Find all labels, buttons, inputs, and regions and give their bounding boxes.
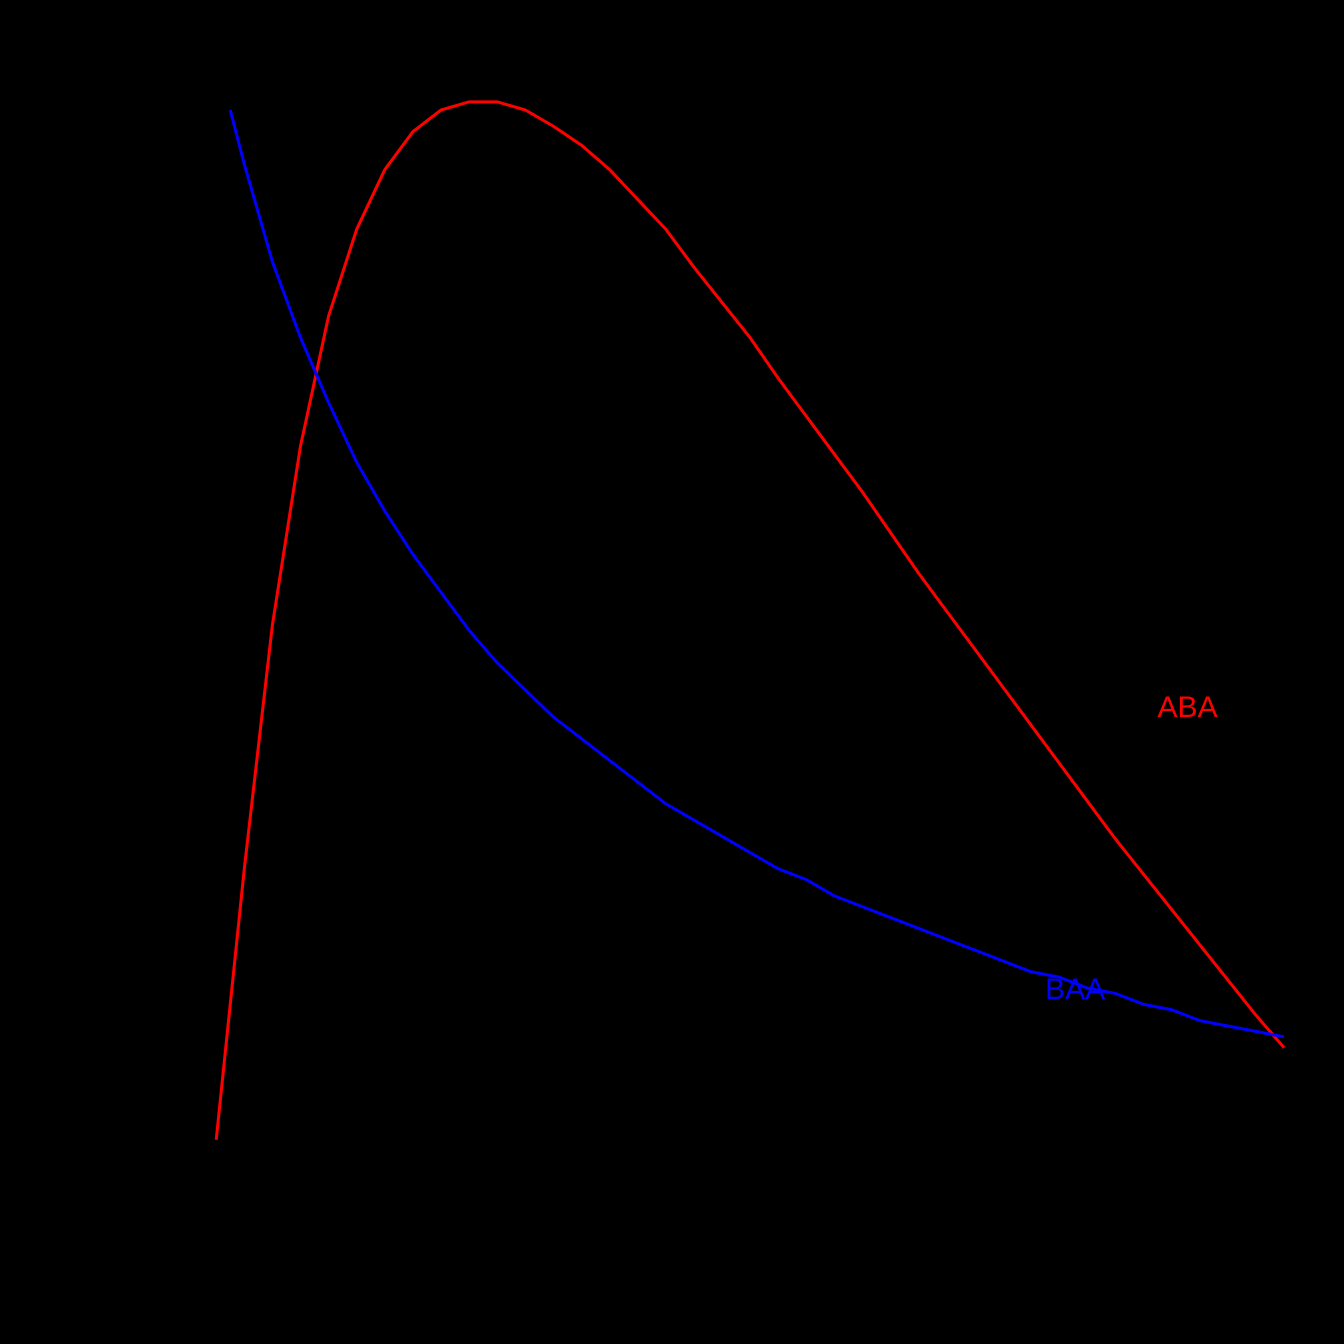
series-label-baa: BAA: [1045, 973, 1105, 1006]
x-tick-label: 1000: [1253, 1213, 1315, 1244]
keq-chart: 200 400 600 800 1000 0.00 0.05 0.10 0.15 0.20 T (K…: [0, 0, 1344, 1344]
y-tick-label: 0.00: [112, 1167, 143, 1222]
x-tick-label: 600: [699, 1213, 746, 1244]
x-tick-label: 400: [418, 1213, 465, 1244]
x-tick-label: 200: [137, 1213, 184, 1244]
y-tick-label: 0.05: [112, 896, 143, 951]
y-axis-title: Keq: [21, 624, 57, 681]
y-tick-label: 0.15: [112, 354, 143, 409]
x-axis-title: T (K): [687, 1260, 758, 1296]
y-tick-label: 0.20: [112, 83, 143, 138]
x-tick-label: 800: [980, 1213, 1027, 1244]
series-label-aba: ABA: [1158, 691, 1218, 724]
y-tick-label: 0.10: [112, 625, 143, 680]
chart-background: [0, 0, 1344, 1344]
chart-title: Block AA reactions: [558, 27, 885, 68]
